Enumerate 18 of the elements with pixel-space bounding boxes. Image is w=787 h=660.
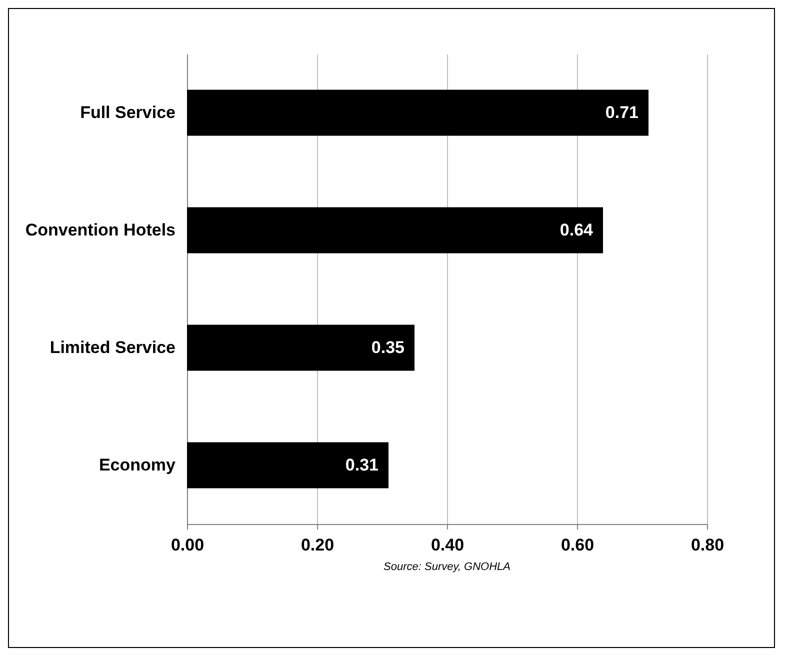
source-note: Source: Survey, GNOHLA: [384, 561, 510, 573]
data-label: 0.35: [371, 338, 404, 357]
y-tick-label: Limited Service: [50, 338, 176, 357]
bar: [187, 90, 648, 136]
x-tick-label: 0.80: [690, 536, 724, 554]
y-tick-label: Full Service: [80, 102, 176, 122]
x-tick-label: 0.20: [300, 536, 334, 554]
x-tick-label: 0.00: [170, 536, 204, 554]
bar: [187, 207, 603, 254]
bar: [187, 442, 388, 488]
bar: [187, 324, 414, 371]
x-tick-label: 0.60: [560, 536, 594, 554]
data-label: 0.64: [560, 220, 594, 240]
data-label: 0.71: [605, 102, 638, 122]
data-label: 0.31: [345, 455, 378, 474]
y-tick-label: Convention Hotels: [25, 220, 176, 240]
x-tick-label: 0.40: [430, 536, 464, 554]
y-tick-label: Economy: [98, 455, 176, 474]
